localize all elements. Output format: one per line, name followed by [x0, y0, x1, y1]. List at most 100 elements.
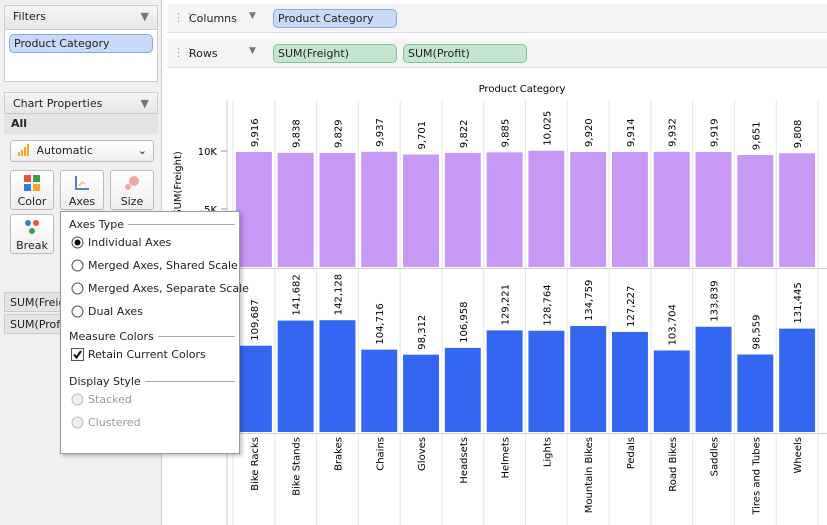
button-label: Color	[17, 195, 47, 208]
mark-type-dropdown[interactable]: Automatic ⌄	[10, 140, 154, 162]
section-title-text: Display Style	[69, 375, 141, 388]
mark-type: Automatic	[36, 144, 93, 157]
x-tick-label: Bike Racks	[250, 437, 261, 491]
property-button[interactable]: Break	[10, 214, 54, 254]
button-label: Break	[16, 239, 48, 252]
x-tick-label: Lights	[542, 437, 553, 467]
value-label: 134,759	[584, 280, 595, 321]
value-label: 9,916	[250, 118, 261, 147]
x-tick-label: Chains	[375, 437, 386, 471]
section-title-text: Measure Colors	[69, 330, 154, 343]
x-tick-label: Bike Stands	[292, 437, 303, 496]
bar	[653, 350, 690, 432]
bar	[444, 153, 481, 267]
bar	[737, 155, 774, 267]
radio-option[interactable]: Merged Axes, Separate Scale	[71, 282, 249, 295]
property-button[interactable]: Size	[110, 170, 154, 210]
radio-option[interactable]: Individual Axes	[71, 236, 171, 249]
value-label: 98,312	[417, 315, 428, 350]
bar	[737, 354, 774, 432]
value-label: 9,937	[375, 118, 386, 147]
bar	[695, 326, 732, 432]
value-label: 131,445	[793, 282, 804, 323]
y-tick-label: 5K	[204, 205, 217, 216]
filters-title: Filters	[13, 10, 46, 23]
value-label: 141,682	[292, 274, 303, 315]
shelf-pill[interactable]: SUM(Freight)	[273, 44, 397, 63]
x-tick-label: Brakes	[333, 437, 344, 471]
value-label: 10,025	[542, 111, 553, 146]
bar	[403, 354, 440, 432]
bar	[486, 330, 523, 432]
property-button[interactable]: Color	[10, 170, 54, 210]
row-pills: SUM(Freight) SUM(Profit)	[273, 44, 813, 66]
chart-area	[167, 78, 827, 525]
value-label: 9,932	[668, 118, 679, 147]
value-label: 98,559	[751, 314, 762, 349]
shelf-pill[interactable]: SUM(Profit)	[403, 44, 527, 63]
bar	[779, 328, 816, 432]
rows-label: Rows	[189, 47, 218, 60]
radio-option[interactable]: Merged Axes, Shared Scale	[71, 259, 238, 272]
value-label: 9,914	[626, 118, 637, 147]
value-label: 9,701	[417, 121, 428, 150]
bar	[611, 331, 648, 432]
section-title: Display Style	[69, 375, 235, 388]
value-label: 106,958	[459, 302, 470, 343]
bar	[277, 152, 314, 267]
value-label: 142,128	[333, 274, 344, 315]
bar	[779, 153, 816, 267]
radio-label: Dual Axes	[88, 305, 143, 318]
bar	[235, 152, 272, 267]
x-tick-label: Headsets	[459, 437, 470, 484]
value-label: 9,829	[333, 119, 344, 148]
value-label: 109,687	[250, 299, 261, 340]
filter-pill[interactable]: Product Category	[9, 34, 153, 53]
value-label: 9,808	[793, 120, 804, 149]
property-button[interactable]: Axes	[60, 170, 104, 210]
shelf-pill[interactable]: Product Category	[273, 9, 397, 28]
columns-label: Columns	[189, 12, 237, 25]
button-label: Axes	[68, 195, 96, 208]
value-label: 9,920	[584, 118, 595, 147]
bar	[319, 153, 356, 267]
value-label: 127,227	[626, 286, 637, 327]
chart-properties-title: Chart Properties	[13, 97, 103, 110]
value-label: 104,716	[375, 303, 386, 344]
value-label: 9,822	[459, 119, 470, 148]
value-label: 9,885	[501, 119, 512, 148]
section-title-text: Axes Type	[69, 218, 124, 231]
radio-option: Stacked	[71, 393, 132, 406]
bar	[277, 320, 314, 432]
radio-option: Clustered	[71, 416, 141, 429]
value-label: 133,839	[710, 280, 721, 321]
scope: All	[4, 114, 158, 134]
bar	[528, 150, 565, 267]
chart-properties-header: Chart Properties ▼	[4, 92, 158, 114]
value-label: 9,838	[292, 119, 303, 148]
mark-icon	[18, 144, 29, 156]
checkbox-option[interactable]: Retain Current Colors	[71, 348, 206, 361]
bar	[653, 151, 690, 267]
radio-label: Merged Axes, Separate Scale	[88, 282, 249, 295]
radio-option[interactable]: Dual Axes	[71, 305, 143, 318]
section-title: Axes Type	[69, 218, 235, 231]
x-tick-label: Helmets	[501, 437, 512, 478]
x-tick-label: Tires and Tubes	[751, 437, 762, 516]
bar	[528, 330, 565, 432]
x-tick-label: Pedals	[626, 437, 637, 469]
x-tick-label: Road Bikes	[668, 437, 679, 492]
x-tick-label: Mountain Bikes	[584, 437, 595, 513]
filter-list: Product Category	[5, 30, 157, 57]
value-label: 9,919	[710, 118, 721, 147]
bar	[570, 151, 607, 267]
button-label: Size	[120, 195, 144, 208]
radio-label: Merged Axes, Shared Scale	[88, 259, 238, 272]
bar	[361, 349, 398, 432]
rows-shelf: ⋮⋮ Rows ▼ SUM(Freight) SUM(Profit)	[167, 39, 827, 68]
bar	[444, 347, 481, 432]
bar	[570, 326, 607, 432]
x-tick-label: Saddles	[710, 437, 721, 476]
value-label: 9,651	[751, 121, 762, 150]
